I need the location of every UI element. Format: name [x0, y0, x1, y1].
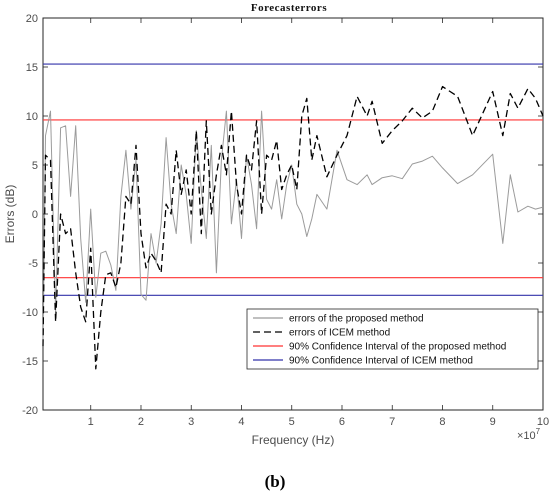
- chart-title: Forecasterrors: [251, 2, 327, 14]
- x-tick-label: 4: [238, 416, 244, 428]
- y-tick-label: -5: [28, 258, 38, 270]
- x-tick-label: 6: [339, 416, 345, 428]
- y-tick-label: 5: [32, 160, 38, 172]
- x-tick-label: 5: [289, 416, 295, 428]
- x-tick-label: 3: [188, 416, 194, 428]
- legend-label: 90% Confidence Interval of ICEM method: [289, 356, 473, 367]
- x-exponent-label: ×107: [517, 427, 541, 442]
- y-tick-label: -20: [22, 405, 38, 417]
- y-tick-label: -15: [22, 356, 38, 368]
- x-tick-label: 7: [389, 416, 395, 428]
- series-line-proposed: [42, 110, 544, 347]
- series-lines: [42, 85, 544, 370]
- y-tick-label: 10: [26, 111, 38, 123]
- legend: errors of the proposed method errors of I…: [246, 308, 539, 370]
- panel-label: (b): [265, 472, 286, 491]
- axis-ticks: [43, 17, 544, 411]
- reference-lines: [43, 63, 543, 296]
- x-tick-label: 10: [537, 416, 549, 428]
- legend-label: errors of the proposed method: [289, 314, 424, 325]
- axis-tick-labels: 1 2 3 4 5 6 7 8 9 10 -20 -15 -10 -5 0 5 10 15 20: [22, 13, 549, 428]
- y-tick-label: 15: [26, 62, 38, 74]
- y-tick-label: -10: [22, 307, 38, 319]
- x-tick-label: 9: [490, 416, 496, 428]
- x-tick-label: 1: [88, 416, 94, 428]
- series-line-icem: [42, 85, 544, 370]
- y-tick-label: 0: [32, 209, 38, 221]
- legend-label: errors of ICEM method: [289, 328, 390, 339]
- y-tick-label: 20: [26, 13, 38, 25]
- x-axis-label: Frequency (Hz): [252, 433, 335, 447]
- x-tick-label: 8: [439, 416, 445, 428]
- legend-box: [246, 308, 539, 370]
- x-tick-label: 2: [138, 416, 144, 428]
- y-axis-label: Errors (dB): [3, 185, 17, 244]
- legend-label: 90% Confidence Interval of the proposed …: [289, 342, 506, 353]
